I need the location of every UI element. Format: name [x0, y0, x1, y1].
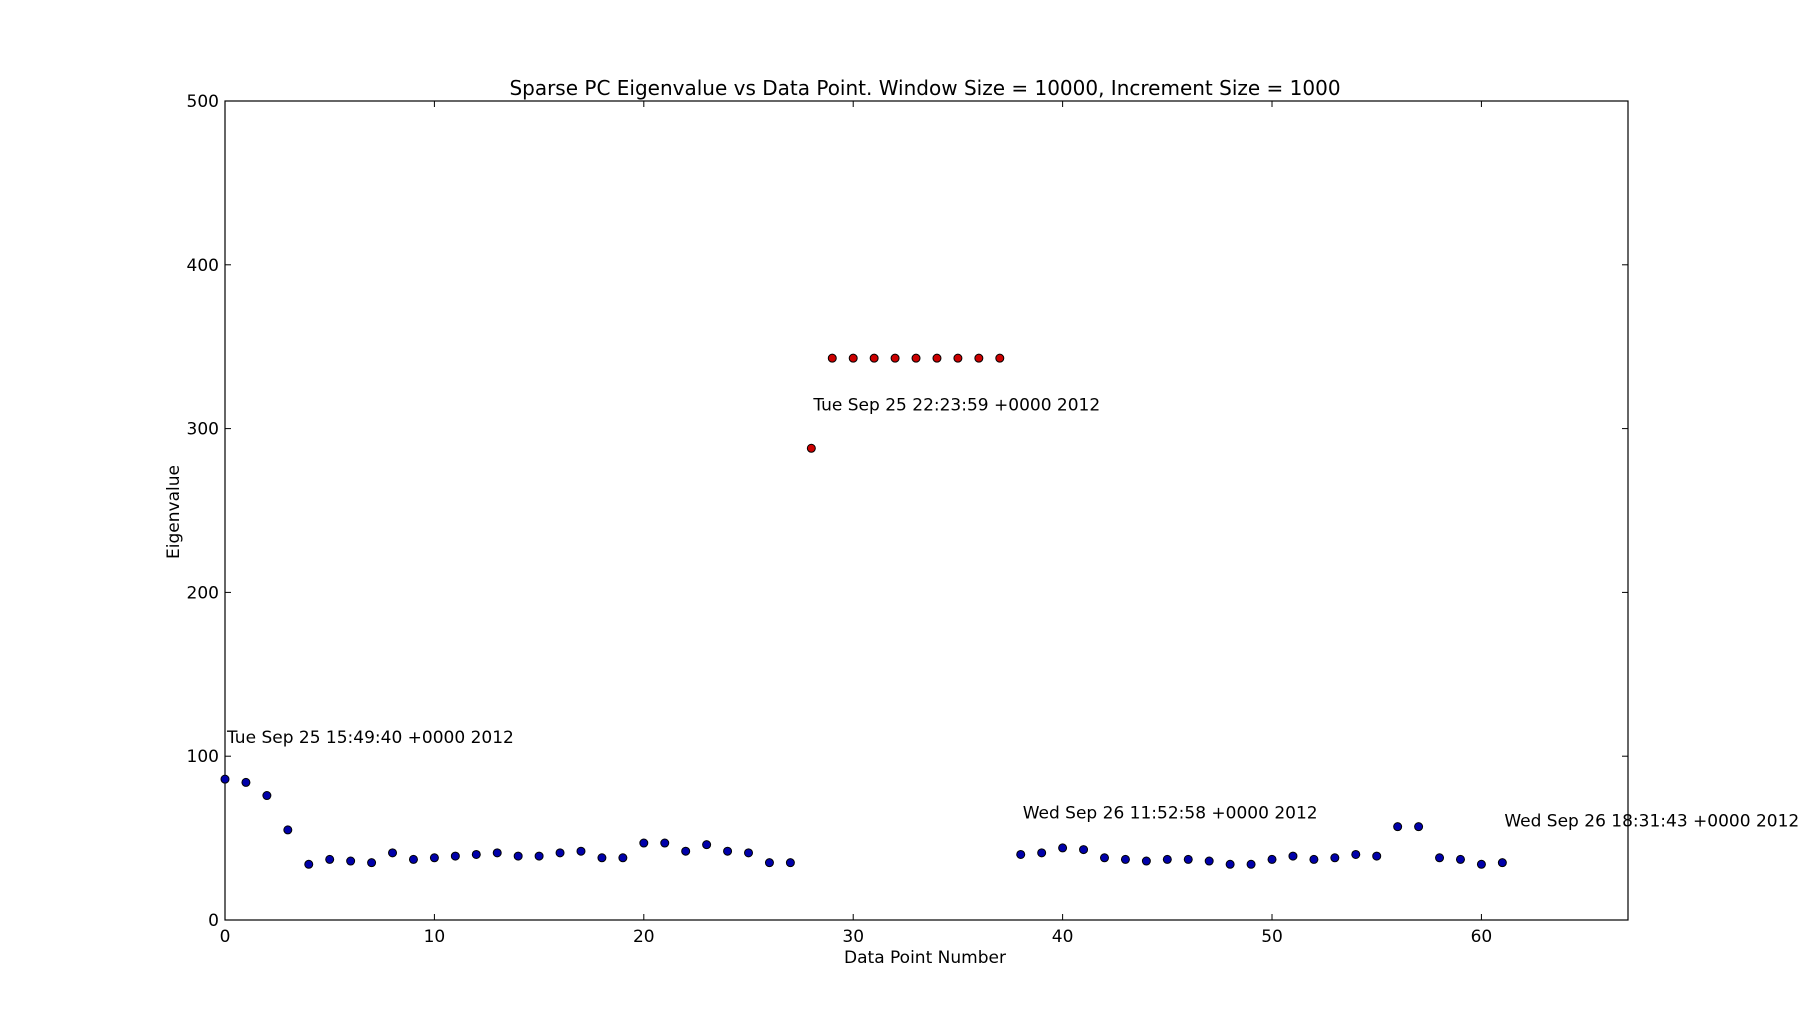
data-point: [995, 353, 1005, 363]
timestamp-annotation: Wed Sep 26 18:31:43 +0000 2012: [1504, 812, 1799, 832]
data-point: [953, 353, 963, 363]
data-point: [450, 851, 460, 861]
data-point: [639, 838, 649, 848]
data-point: [723, 846, 733, 856]
data-point: [869, 353, 879, 363]
data-point: [1288, 851, 1298, 861]
x-tick-label: 30: [842, 927, 864, 947]
data-point: [785, 858, 795, 868]
data-point: [911, 353, 921, 363]
y-tick-label: 200: [187, 583, 219, 603]
y-tick-label: 100: [187, 747, 219, 767]
data-point: [534, 851, 544, 861]
data-point: [1393, 822, 1403, 832]
data-point: [555, 848, 565, 858]
y-tick-label: 400: [187, 256, 219, 276]
data-point: [262, 791, 272, 801]
plot-frame: [224, 100, 1629, 921]
data-point: [408, 854, 418, 864]
y-tick-label: 0: [208, 911, 219, 931]
data-point: [471, 849, 481, 859]
data-point: [681, 846, 691, 856]
x-axis-label: Data Point Number: [844, 948, 1006, 968]
x-tick-label: 10: [424, 927, 446, 947]
data-point: [429, 853, 439, 863]
data-point: [1099, 853, 1109, 863]
data-point: [827, 353, 837, 363]
data-point: [388, 848, 398, 858]
data-point: [1016, 849, 1026, 859]
data-point: [1058, 843, 1068, 853]
data-point: [597, 853, 607, 863]
data-point: [304, 859, 314, 869]
chart-title: Sparse PC Eigenvalue vs Data Point. Wind…: [509, 76, 1340, 100]
data-point: [660, 838, 670, 848]
data-point: [974, 353, 984, 363]
data-point: [806, 443, 816, 453]
data-point: [367, 858, 377, 868]
data-point: [1351, 849, 1361, 859]
data-point: [241, 777, 251, 787]
timestamp-annotation: Tue Sep 25 22:23:59 +0000 2012: [812, 396, 1100, 416]
data-point: [1141, 856, 1151, 866]
timestamp-annotation: Wed Sep 26 11:52:58 +0000 2012: [1023, 803, 1318, 823]
data-point: [325, 854, 335, 864]
data-point: [1455, 854, 1465, 864]
data-point: [1414, 822, 1424, 832]
plot-area: 0 10 20 30 40 50 60 0 100 200 300 400 500 Tue Sep 25 …: [187, 92, 1800, 947]
data-point: [1309, 854, 1319, 864]
data-point: [1497, 858, 1507, 868]
data-point: [1204, 856, 1214, 866]
data-point: [1267, 854, 1277, 864]
data-point: [1435, 853, 1445, 863]
x-tick-label: 20: [633, 927, 655, 947]
data-point: [848, 353, 858, 363]
data-point: [1225, 859, 1235, 869]
y-axis-label: Eigenvalue: [164, 465, 184, 559]
y-tick-label: 300: [187, 420, 219, 440]
x-tick-label: 50: [1261, 927, 1283, 947]
data-point: [1372, 851, 1382, 861]
data-point: [890, 353, 900, 363]
data-point: [346, 856, 356, 866]
data-point: [1476, 859, 1486, 869]
x-tick-label: 0: [220, 927, 231, 947]
data-point: [1162, 854, 1172, 864]
timestamp-annotation: Tue Sep 25 15:49:40 +0000 2012: [226, 728, 514, 748]
data-point: [1246, 859, 1256, 869]
data-point: [1183, 854, 1193, 864]
data-point: [1330, 853, 1340, 863]
data-point: [1079, 845, 1089, 855]
data-point: [932, 353, 942, 363]
data-point: [492, 848, 502, 858]
x-tick-label: 60: [1471, 927, 1493, 947]
data-point: [513, 851, 523, 861]
data-point: [576, 846, 586, 856]
data-point: [744, 848, 754, 858]
data-point: [702, 840, 712, 850]
data-point: [220, 774, 230, 784]
data-point: [1037, 848, 1047, 858]
data-point: [1120, 854, 1130, 864]
data-point: [283, 825, 293, 835]
y-tick-label: 500: [187, 92, 219, 112]
data-point: [618, 853, 628, 863]
data-point: [764, 858, 774, 868]
x-tick-label: 40: [1052, 927, 1074, 947]
